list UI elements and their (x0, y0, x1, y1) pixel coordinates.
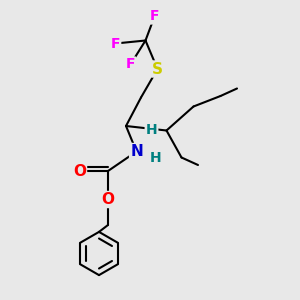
Text: F: F (150, 10, 159, 23)
Text: F: F (111, 37, 120, 50)
Text: F: F (126, 58, 135, 71)
Text: O: O (73, 164, 86, 178)
Text: O: O (101, 192, 115, 207)
Text: N: N (130, 144, 143, 159)
Text: S: S (152, 61, 163, 76)
Text: H: H (146, 124, 157, 137)
Text: H: H (150, 151, 162, 164)
